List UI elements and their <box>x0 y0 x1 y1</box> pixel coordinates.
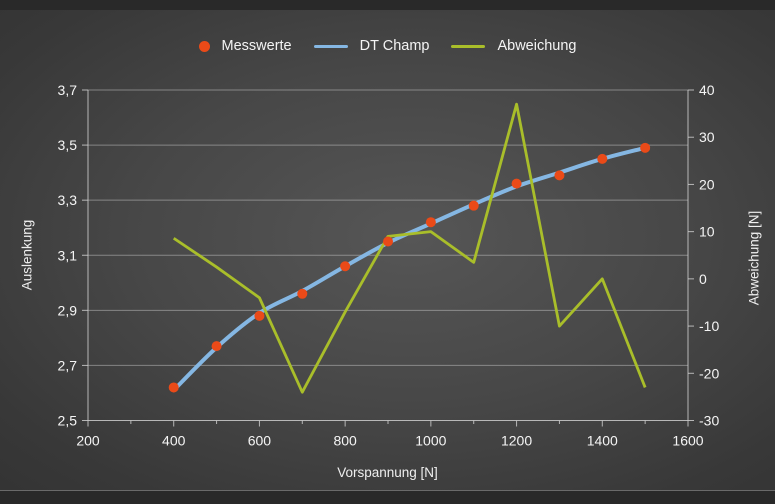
x-tick-label: 200 <box>76 433 100 449</box>
legend-item-dt-champ: DT Champ <box>313 37 430 55</box>
messwert-point <box>297 288 308 299</box>
gridlines <box>88 89 688 366</box>
y-right-tick-label: -20 <box>699 365 719 381</box>
messwert-point <box>254 310 265 321</box>
x-axis-title: Vorspannung [N] <box>337 465 438 480</box>
legend-item-label: DT Champ <box>359 38 430 54</box>
messwert-point <box>168 382 179 393</box>
messwert-point <box>383 236 393 247</box>
legend-line-marker-icon <box>451 44 486 48</box>
chart-legend: Messwerte DT Champ Abweichung <box>0 37 775 55</box>
x-tick-label: 800 <box>333 433 357 449</box>
y-right-tick-label: 10 <box>699 224 715 240</box>
messwert-point <box>597 153 608 164</box>
series-messwerte-points <box>168 142 651 393</box>
y-right-tick-label: 30 <box>699 129 715 145</box>
y-right-tick-label: 20 <box>699 176 715 192</box>
x-tick-label: 1600 <box>672 433 703 449</box>
axis-ticks <box>82 89 694 427</box>
messwert-point <box>340 261 351 272</box>
y-right-tick-label: -30 <box>699 413 719 429</box>
messwert-point <box>640 142 651 153</box>
x-tick-label: 1400 <box>587 433 618 449</box>
y-right-tick-label: -10 <box>699 318 719 334</box>
messwert-point <box>211 341 222 352</box>
x-tick-label: 600 <box>248 433 272 449</box>
window-top-edge <box>0 0 775 10</box>
x-tick-label: 1000 <box>415 433 446 449</box>
legend-item-label: Abweichung <box>497 38 577 54</box>
y-left-tick-label: 2,7 <box>58 357 78 373</box>
legend-item-messwerte: Messwerte <box>198 37 292 55</box>
y-right-tick-label: 40 <box>699 82 715 98</box>
x-tick-label: 1200 <box>501 433 532 449</box>
series-dt-champ-line <box>171 145 648 393</box>
series-abweichung-line <box>172 102 647 394</box>
legend-item-abweichung: Abweichung <box>451 37 576 55</box>
messwert-point <box>511 178 522 189</box>
messwert-point <box>425 217 436 228</box>
y-axis-title-right: Abweichung [N] <box>746 210 762 306</box>
x-tick-label: 400 <box>162 433 186 449</box>
y-left-tick-label: 3,3 <box>58 192 78 208</box>
y-left-tick-label: 3,7 <box>58 82 78 98</box>
y-left-tick-label: 3,5 <box>58 137 78 153</box>
legend-dot-marker-icon <box>198 40 210 52</box>
messwert-point <box>468 200 479 211</box>
y-left-tick-label: 3,1 <box>58 247 78 263</box>
y-right-tick-label: 0 <box>699 271 707 287</box>
messwert-point <box>554 170 565 181</box>
y-left-tick-label: 2,5 <box>58 413 78 429</box>
legend-item-label: Messwerte <box>221 38 292 54</box>
window-bottom-edge <box>0 490 775 504</box>
y-axis-title-left: Auslenkung <box>19 219 35 291</box>
axis-tick-labels: 3,7 3,5 3,3 3,1 2,9 2,7 2,5 40 30 20 10 0 -10 -20 -30 2… <box>58 82 720 449</box>
y-left-tick-label: 2,9 <box>58 302 78 318</box>
legend-line-marker-icon <box>313 44 348 48</box>
